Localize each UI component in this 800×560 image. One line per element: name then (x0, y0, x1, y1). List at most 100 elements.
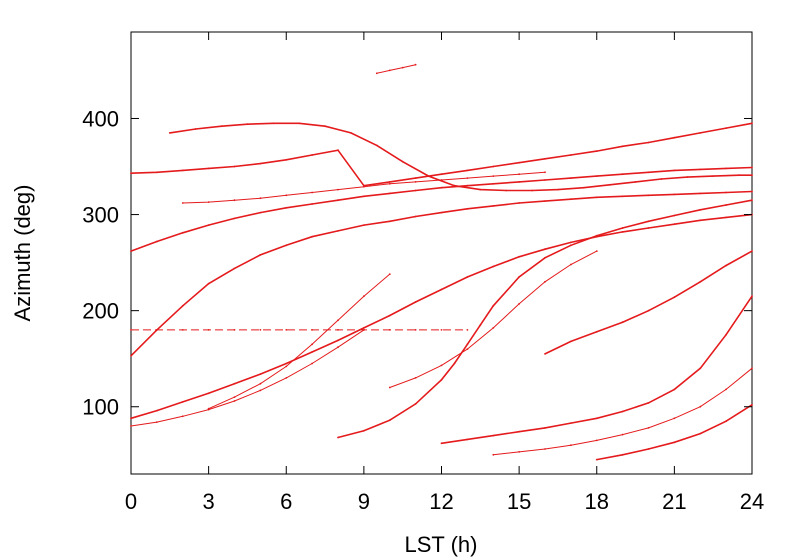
data-point (181, 329, 184, 331)
y-tick-label: 200 (82, 299, 119, 324)
data-point (181, 401, 184, 403)
data-point (621, 321, 624, 324)
data-point (466, 184, 469, 187)
data-point (130, 425, 132, 427)
data-point (337, 149, 339, 152)
data-point (285, 244, 288, 247)
data-point (595, 250, 598, 253)
data-point (363, 224, 365, 227)
x-tick-label: 0 (125, 489, 137, 514)
data-point (440, 378, 443, 381)
data-point (207, 282, 210, 285)
data-point (673, 388, 676, 391)
x-tick-label: 15 (507, 489, 531, 514)
data-point (673, 193, 676, 196)
data-point (259, 254, 262, 256)
series-3 (130, 166, 753, 253)
data-point (401, 160, 404, 163)
data-point (337, 188, 339, 191)
data-point (518, 303, 520, 305)
data-point (492, 165, 495, 168)
data-point (492, 265, 495, 268)
data-point (621, 433, 624, 436)
data-point (466, 207, 469, 210)
data-point (492, 175, 495, 178)
data-point (207, 407, 210, 410)
data-point (285, 194, 288, 197)
data-point (259, 329, 262, 331)
data-point (479, 324, 482, 326)
data-point (570, 422, 572, 424)
data-point (350, 132, 352, 134)
data-point (466, 177, 469, 180)
data-point (492, 304, 495, 307)
data-point (725, 333, 727, 336)
series-line (208, 273, 391, 410)
series-line (596, 404, 753, 461)
data-point (570, 241, 572, 244)
series-1 (130, 122, 753, 187)
series-0 (130, 190, 753, 357)
x-tick-label: 6 (280, 489, 292, 514)
data-point (570, 340, 572, 343)
series-10 (181, 171, 546, 204)
data-point (285, 377, 288, 379)
data-point (751, 295, 753, 298)
series-line (544, 250, 753, 355)
data-point (414, 329, 417, 331)
data-point (621, 145, 624, 148)
data-point (699, 405, 702, 408)
data-point (233, 329, 236, 331)
series-layer (130, 63, 753, 461)
series-line (376, 64, 416, 74)
data-point (337, 329, 339, 331)
data-point (725, 216, 727, 219)
series-line (130, 213, 753, 420)
data-point (699, 192, 702, 195)
data-point (375, 72, 378, 75)
data-point (181, 169, 184, 172)
data-point (388, 192, 391, 195)
data-point (518, 451, 520, 453)
data-point (375, 144, 378, 147)
data-point (725, 127, 727, 129)
x-tick-label: 24 (740, 489, 764, 514)
data-point (712, 175, 715, 178)
data-point (388, 220, 391, 223)
data-point (130, 354, 132, 357)
data-point (233, 267, 236, 270)
data-point (388, 419, 391, 422)
data-point (570, 177, 572, 180)
data-point (505, 189, 508, 192)
data-point (337, 319, 339, 322)
data-point (311, 154, 313, 156)
data-point (259, 197, 262, 200)
data-point (440, 179, 443, 181)
data-point (414, 189, 417, 192)
data-point (311, 343, 313, 346)
y-axis-title: Azimuth (deg) (10, 185, 35, 322)
data-point (544, 179, 546, 181)
data-point (363, 295, 365, 298)
data-point (259, 382, 262, 385)
data-point (673, 214, 676, 217)
data-point (570, 263, 572, 266)
data-point (582, 186, 585, 189)
data-point (130, 417, 132, 420)
data-point (259, 211, 262, 214)
data-point (673, 136, 676, 139)
data-point (130, 250, 132, 253)
data-point (634, 181, 637, 183)
data-point (699, 367, 702, 370)
data-point (207, 201, 210, 204)
data-point (492, 434, 495, 437)
data-point (440, 288, 443, 291)
data-point (544, 171, 546, 174)
data-point (699, 280, 702, 283)
data-point (311, 362, 313, 365)
series-line (130, 122, 753, 187)
data-point (259, 162, 262, 165)
data-point (518, 430, 520, 433)
data-point (479, 188, 482, 191)
data-point (440, 329, 443, 331)
